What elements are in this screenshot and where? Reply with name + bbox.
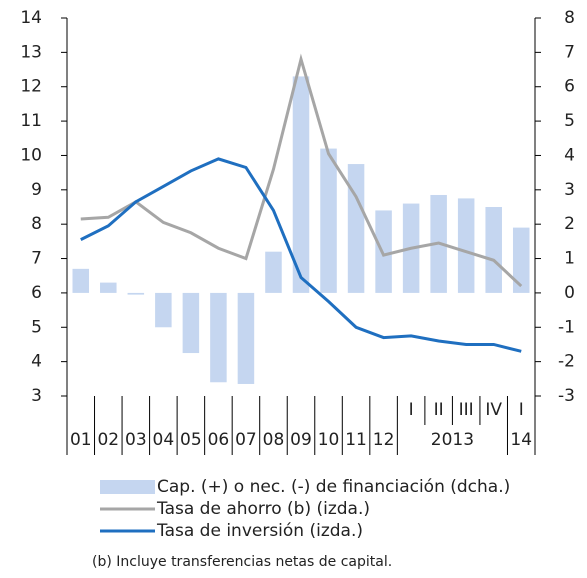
y2-tick-label: 3 bbox=[564, 180, 575, 200]
x-tick-label: I bbox=[409, 400, 414, 420]
y2-tick-label: 0 bbox=[564, 283, 575, 303]
legend-label: Tasa de inversión (izda.) bbox=[156, 521, 363, 541]
x-tick-label: 01 bbox=[70, 430, 92, 450]
x-tick-label: 02 bbox=[97, 430, 119, 450]
y-tick-label: 3 bbox=[31, 386, 42, 406]
y2-tick-label: 6 bbox=[564, 77, 575, 97]
bar bbox=[127, 292, 145, 295]
y2-tick-label: -1 bbox=[558, 317, 575, 337]
legend-label: Cap. (+) o nec. (-) de financiación (dch… bbox=[157, 477, 510, 497]
bar bbox=[485, 207, 502, 293]
group-label: 14 bbox=[510, 430, 532, 450]
y-tick-label: 11 bbox=[20, 111, 42, 131]
legend-label: Tasa de ahorro (b) (izda.) bbox=[156, 499, 370, 519]
y2-tick-label: -2 bbox=[558, 352, 575, 372]
y2-tick-label: 8 bbox=[564, 8, 575, 28]
x-tick-label: 12 bbox=[373, 430, 395, 450]
group-label: 2013 bbox=[431, 430, 474, 450]
x-tick-label: 07 bbox=[235, 430, 257, 450]
y-tick-label: 8 bbox=[31, 214, 42, 234]
x-tick-label: 09 bbox=[290, 430, 312, 450]
x-tick-label: I bbox=[519, 400, 524, 420]
y-tick-label: 12 bbox=[20, 77, 42, 97]
x-tick-label: 05 bbox=[180, 430, 202, 450]
bar bbox=[72, 268, 90, 293]
bar bbox=[100, 282, 117, 293]
footnote: (b) Incluye transferencias netas de capi… bbox=[92, 554, 392, 570]
bar bbox=[512, 227, 530, 293]
y-tick-label: 10 bbox=[20, 145, 42, 165]
bar bbox=[292, 76, 310, 293]
x-tick-label: 10 bbox=[318, 430, 340, 450]
legend-swatch bbox=[100, 480, 155, 494]
y2-tick-label: 4 bbox=[564, 145, 575, 165]
y-tick-label: 14 bbox=[20, 8, 42, 28]
y-tick-label: 7 bbox=[31, 249, 42, 269]
x-tick-label: II bbox=[434, 400, 444, 420]
y2-tick-label: 5 bbox=[564, 111, 575, 131]
x-tick-label: IV bbox=[485, 400, 502, 420]
y2-tick-label: -3 bbox=[558, 386, 575, 406]
bar bbox=[210, 292, 227, 383]
line bbox=[80, 53, 523, 288]
y-tick-label: 9 bbox=[31, 180, 42, 200]
bar bbox=[320, 148, 337, 293]
y2-tick-label: 7 bbox=[564, 42, 575, 62]
y2-tick-label: 2 bbox=[564, 214, 575, 234]
y-tick-label: 4 bbox=[31, 352, 42, 372]
bar bbox=[155, 292, 172, 328]
x-tick-label: 08 bbox=[263, 430, 285, 450]
bar bbox=[457, 198, 475, 293]
x-tick-label: 11 bbox=[345, 430, 367, 450]
line bbox=[80, 157, 522, 353]
bar bbox=[182, 292, 200, 354]
y-tick-label: 6 bbox=[31, 283, 42, 303]
x-tick-label: III bbox=[459, 400, 474, 420]
y2-tick-label: 1 bbox=[564, 249, 575, 269]
x-tick-label: 06 bbox=[208, 430, 230, 450]
bar bbox=[347, 164, 365, 293]
y-tick-label: 13 bbox=[20, 42, 42, 62]
x-tick-label: 04 bbox=[153, 430, 175, 450]
x-tick-label: 03 bbox=[125, 430, 147, 450]
y-tick-label: 5 bbox=[31, 317, 42, 337]
bar bbox=[265, 251, 282, 293]
bar bbox=[237, 292, 255, 384]
